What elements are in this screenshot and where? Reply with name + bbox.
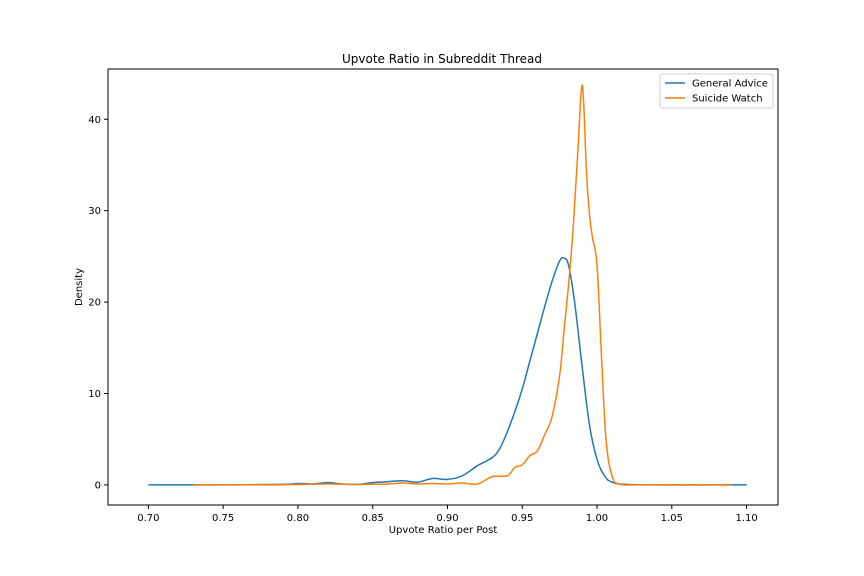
x-tick-label: 0.95: [511, 513, 533, 524]
y-axis-ticks: 0 10 20 30 40: [88, 115, 108, 491]
y-axis-label: Density: [74, 268, 85, 306]
x-axis-ticks: 0.70 0.75 0.80 0.85 0.90 0.95 1.00 1.05 1.10: [137, 505, 758, 524]
plot-area: [148, 84, 747, 486]
x-tick-label: 1.00: [586, 513, 608, 524]
y-tick-label: 40: [88, 115, 101, 126]
x-tick-label: 0.85: [362, 513, 384, 524]
x-tick-label: 0.90: [436, 513, 458, 524]
x-axis-label: Upvote Ratio per Post: [389, 525, 498, 536]
legend-box: [659, 73, 774, 109]
legend: General Advice Suicide Watch: [659, 73, 774, 109]
chart-title: Upvote Ratio in Subreddit Thread: [342, 52, 542, 66]
y-tick-label: 20: [88, 298, 101, 309]
y-tick-label: 0: [95, 480, 101, 491]
x-tick-label: 0.75: [212, 513, 234, 524]
legend-label-general-advice: General Advice: [692, 79, 768, 90]
legend-label-suicide-watch: Suicide Watch: [692, 94, 763, 105]
x-tick-label: 0.80: [287, 513, 309, 524]
x-tick-label: 1.10: [735, 513, 757, 524]
y-tick-label: 10: [88, 389, 101, 400]
x-tick-label: 0.70: [137, 513, 159, 524]
x-tick-label: 1.05: [661, 513, 683, 524]
plot-frame: [107, 68, 779, 506]
series-line-suicide-watch: [193, 84, 732, 486]
y-tick-label: 30: [88, 206, 101, 217]
